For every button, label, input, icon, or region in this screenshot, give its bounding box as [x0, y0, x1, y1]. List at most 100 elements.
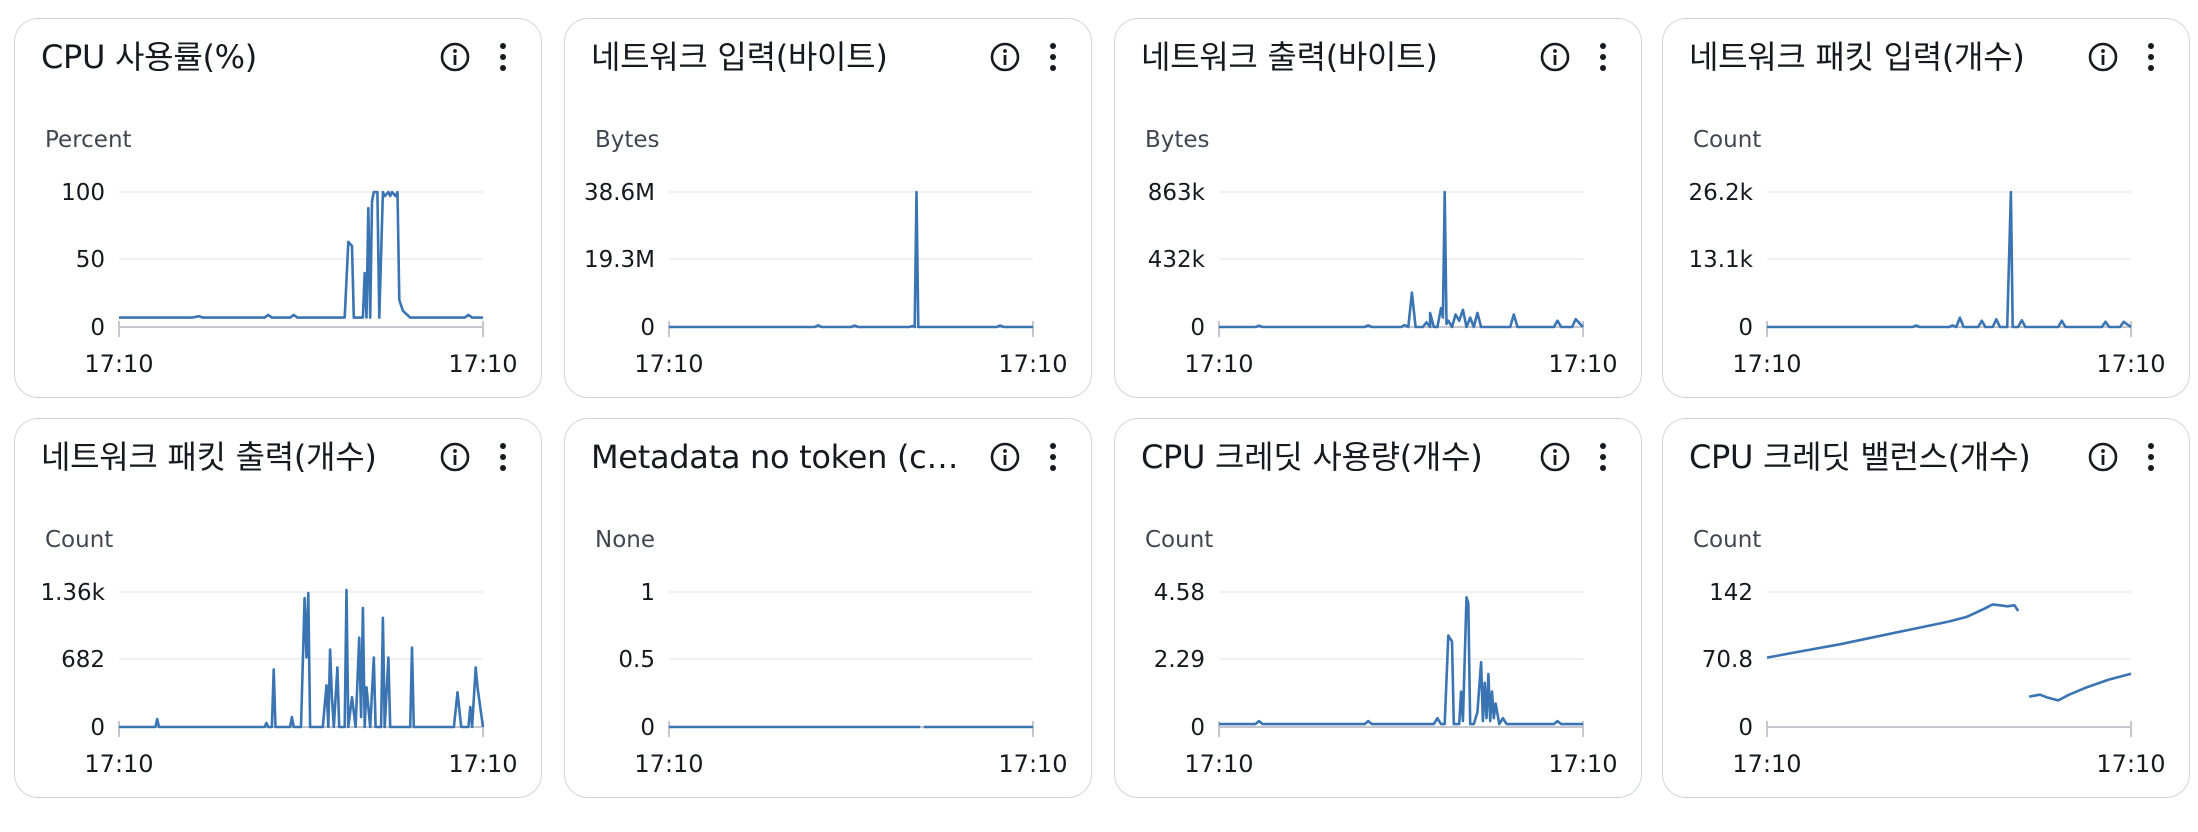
y-axis-unit: Count — [45, 527, 113, 553]
x-tick-label: 17:10 — [1732, 350, 1801, 378]
y-tick-label: 38.6M — [584, 180, 655, 206]
y-tick-label: 19.3M — [584, 247, 655, 273]
widget-card: 네트워크 패킷 입력(개수) Count 26.2k 13.1k 0 — [1662, 18, 2190, 398]
widget-card: CPU 크레딧 사용량(개수) Count 4.58 2.29 0 — [1114, 418, 1642, 798]
metric-chart: Bytes 863k 432k 0 17:10 17:10 — [1145, 127, 1618, 378]
metric-chart: Count 4.58 2.29 0 17:10 17:10 — [1145, 527, 1618, 778]
x-tick-label: 17:10 — [1184, 750, 1253, 778]
widget-actions-button[interactable] — [2137, 439, 2165, 475]
widget-actions-button[interactable] — [489, 39, 517, 75]
info-button[interactable] — [437, 439, 473, 475]
widget-actions-button[interactable] — [1039, 39, 1067, 75]
widget-card: 네트워크 패킷 출력(개수) Count 1.36k 682 0 — [14, 418, 542, 798]
y-tick-label: 1.36k — [40, 580, 105, 606]
vertical-ellipsis-icon — [500, 43, 506, 71]
y-tick-label: 50 — [76, 247, 105, 273]
vertical-ellipsis-icon — [1600, 443, 1606, 471]
y-axis-unit: Count — [1145, 527, 1213, 553]
series-group — [1219, 190, 1584, 329]
y-tick-label: 2.29 — [1154, 647, 1205, 673]
widget-actions-button[interactable] — [1039, 439, 1067, 475]
y-tick-label: 0 — [1190, 715, 1205, 741]
info-circle-icon — [990, 42, 1020, 72]
widget-actions-button[interactable] — [1589, 439, 1617, 475]
info-button[interactable] — [987, 39, 1023, 75]
y-tick-label: 142 — [1709, 580, 1753, 606]
x-tick-label: 17:10 — [998, 350, 1067, 378]
info-circle-icon — [2088, 42, 2118, 72]
series-group — [1766, 603, 2132, 702]
y-axis-unit: Percent — [45, 127, 132, 153]
y-tick-label: 4.58 — [1154, 580, 1205, 606]
x-tick-label: 17:10 — [2096, 350, 2165, 378]
x-tick-label: 17:10 — [448, 750, 517, 778]
series-line — [119, 588, 485, 729]
info-button[interactable] — [437, 39, 473, 75]
vertical-ellipsis-icon — [2148, 43, 2154, 71]
vertical-ellipsis-icon — [500, 443, 506, 471]
x-tick-label: 17:10 — [1548, 350, 1617, 378]
x-tick-label: 17:10 — [84, 750, 153, 778]
info-circle-icon — [1540, 42, 1570, 72]
y-tick-label: 13.1k — [1688, 247, 1753, 273]
info-circle-icon — [1540, 442, 1570, 472]
y-tick-label: 0 — [1738, 715, 1753, 741]
x-tick-label: 17:10 — [1548, 750, 1617, 778]
info-circle-icon — [990, 442, 1020, 472]
metric-chart: None 1 0.5 0 17:10 17:10 — [595, 527, 1068, 778]
metric-chart: Bytes 38.6M 19.3M 0 17:10 17:10 — [584, 127, 1068, 378]
y-tick-label: 0 — [640, 715, 655, 741]
widget-card: Metadata no token (c… None 1 0.5 0 — [564, 418, 1092, 798]
y-tick-label: 1 — [640, 580, 655, 606]
x-tick-label: 17:10 — [2096, 750, 2165, 778]
series-group — [1219, 596, 1583, 726]
info-button[interactable] — [1537, 439, 1573, 475]
y-tick-label: 26.2k — [1688, 180, 1753, 206]
metric-chart: Count 26.2k 13.1k 0 17:10 17:10 — [1688, 127, 2165, 378]
y-tick-label: 682 — [61, 647, 105, 673]
x-tick-label: 17:10 — [84, 350, 153, 378]
info-button[interactable] — [2085, 439, 2121, 475]
series-line — [1766, 603, 2020, 659]
y-tick-label: 0 — [1190, 315, 1205, 341]
series-line — [119, 190, 483, 319]
info-button[interactable] — [987, 439, 1023, 475]
info-circle-icon — [440, 42, 470, 72]
widget-actions-button[interactable] — [2137, 39, 2165, 75]
metric-chart: Percent 100 50 0 17:10 17:10 — [45, 127, 518, 378]
info-circle-icon — [440, 442, 470, 472]
series-group — [669, 190, 1033, 329]
y-axis-unit: None — [595, 527, 655, 553]
y-axis-unit: Bytes — [595, 127, 660, 153]
x-tick-label: 17:10 — [998, 750, 1067, 778]
series-group — [1767, 190, 2132, 329]
y-tick-label: 0 — [90, 715, 105, 741]
widget-card: 네트워크 출력(바이트) Bytes 863k 432k 0 — [1114, 18, 1642, 398]
x-tick-label: 17:10 — [448, 350, 517, 378]
widget-card: CPU 크레딧 밸런스(개수) Count 142 70.8 0 — [1662, 418, 2190, 798]
x-tick-label: 17:10 — [634, 350, 703, 378]
vertical-ellipsis-icon — [1600, 43, 1606, 71]
y-axis-unit: Bytes — [1145, 127, 1210, 153]
y-tick-label: 432k — [1148, 247, 1206, 273]
series-group — [119, 588, 485, 729]
y-tick-label: 0 — [1738, 315, 1753, 341]
y-tick-label: 70.8 — [1702, 647, 1753, 673]
y-tick-label: 0.5 — [618, 647, 655, 673]
widget-actions-button[interactable] — [1589, 39, 1617, 75]
info-button[interactable] — [2085, 39, 2121, 75]
vertical-ellipsis-icon — [2148, 443, 2154, 471]
vertical-ellipsis-icon — [1050, 443, 1056, 471]
widget-actions-button[interactable] — [489, 439, 517, 475]
info-circle-icon — [2088, 442, 2118, 472]
y-tick-label: 863k — [1148, 180, 1206, 206]
series-line — [1767, 190, 2132, 329]
x-tick-label: 17:10 — [1184, 350, 1253, 378]
x-tick-label: 17:10 — [634, 750, 703, 778]
widget-card: 네트워크 입력(바이트) Bytes 38.6M 19.3M 0 — [564, 18, 1092, 398]
series-group — [119, 190, 483, 319]
vertical-ellipsis-icon — [1050, 43, 1056, 71]
info-button[interactable] — [1537, 39, 1573, 75]
series-line — [1219, 190, 1584, 329]
widget-card: CPU 사용률(%) Percent 100 50 0 — [14, 18, 542, 398]
